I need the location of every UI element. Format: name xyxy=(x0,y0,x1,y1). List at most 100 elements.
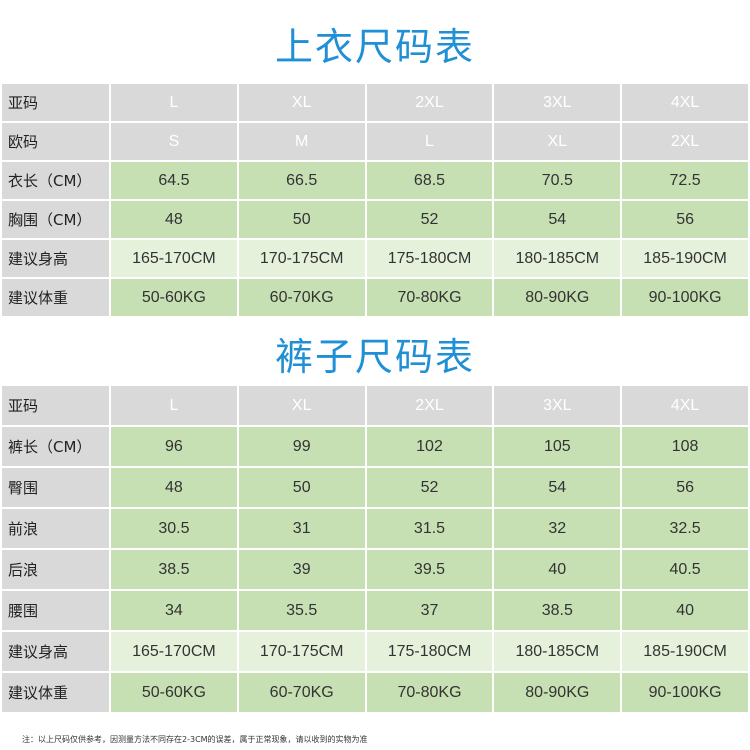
table-cell: M xyxy=(238,123,365,160)
table-cell: 3XL xyxy=(494,386,621,425)
table-row: 衣长（CM） 64.5 66.5 68.5 70.5 72.5 xyxy=(2,162,748,199)
table-cell: 50 xyxy=(238,201,365,238)
table-cell: 56 xyxy=(622,468,748,507)
table-cell: 54 xyxy=(494,201,621,238)
table-cell: 30.5 xyxy=(111,509,237,548)
table-cell: 68.5 xyxy=(366,162,493,199)
table-cell: 70-80KG xyxy=(366,673,493,712)
row-header: 裤长（CM） xyxy=(2,427,109,466)
table-cell: 165-170CM xyxy=(111,240,237,277)
table-cell: 165-170CM xyxy=(111,632,237,671)
table-cell: 50 xyxy=(238,468,365,507)
table-cell: 99 xyxy=(238,427,365,466)
table-cell: 32.5 xyxy=(622,509,748,548)
table-row: 建议体重 50-60KG 60-70KG 70-80KG 80-90KG 90-100KG xyxy=(2,673,748,712)
table-cell: 64.5 xyxy=(111,162,237,199)
table-cell: 56 xyxy=(622,201,748,238)
table-cell: 170-175CM xyxy=(238,240,365,277)
table-cell: L xyxy=(111,84,237,121)
row-header: 腰围 xyxy=(2,591,109,630)
row-header: 臀围 xyxy=(2,468,109,507)
table-cell: 40 xyxy=(494,550,621,589)
table-cell: 72.5 xyxy=(622,162,748,199)
table-cell: 4XL xyxy=(622,84,748,121)
table-cell: 90-100KG xyxy=(622,279,748,316)
table-cell: 52 xyxy=(366,201,493,238)
table-row: 前浪 30.5 31 31.5 32 32.5 xyxy=(2,509,748,548)
row-header: 胸围（CM） xyxy=(2,201,109,238)
table-cell: 39 xyxy=(238,550,365,589)
table-cell: 34 xyxy=(111,591,237,630)
row-header: 建议体重 xyxy=(2,673,109,712)
table-row: 臀围 48 50 52 54 56 xyxy=(2,468,748,507)
row-header: 前浪 xyxy=(2,509,109,548)
table-cell: 48 xyxy=(111,201,237,238)
table-cell: 54 xyxy=(494,468,621,507)
table-cell: 70-80KG xyxy=(366,279,493,316)
table-cell: XL xyxy=(494,123,621,160)
top-size-table-body: 亚码 L XL 2XL 3XL 4XL 欧码 S M L XL 2XL 衣长（CM） 64.5 66.5 68… xyxy=(2,84,748,316)
table-row: 腰围 34 35.5 37 38.5 40 xyxy=(2,591,748,630)
table-cell: L xyxy=(111,386,237,425)
row-header: 后浪 xyxy=(2,550,109,589)
table-cell: 60-70KG xyxy=(238,279,365,316)
row-header: 建议身高 xyxy=(2,632,109,671)
top-size-table: 亚码 L XL 2XL 3XL 4XL 欧码 S M L XL 2XL 衣长（CM） 64.5 66.5 68… xyxy=(0,82,750,318)
table-cell: 180-185CM xyxy=(494,632,621,671)
table-row: 建议身高 165-170CM 170-175CM 175-180CM 180-185CM… xyxy=(2,240,748,277)
row-header: 亚码 xyxy=(2,386,109,425)
table-cell: 102 xyxy=(366,427,493,466)
row-header: 欧码 xyxy=(2,123,109,160)
pants-size-table-body: 亚码 L XL 2XL 3XL 4XL 裤长（CM） 96 99 102 105 108 臀围 48 50 5… xyxy=(2,386,748,712)
table-cell: 3XL xyxy=(494,84,621,121)
top-size-chart-title: 上衣尺码表 xyxy=(274,25,475,69)
table-row: 建议身高 165-170CM 170-175CM 175-180CM 180-185CM… xyxy=(2,632,748,671)
table-cell: 60-70KG xyxy=(238,673,365,712)
table-row: 裤长（CM） 96 99 102 105 108 xyxy=(2,427,748,466)
table-cell: 108 xyxy=(622,427,748,466)
table-cell: 2XL xyxy=(622,123,748,160)
pants-size-table: 亚码 L XL 2XL 3XL 4XL 裤长（CM） 96 99 102 105 108 臀围 48 50 5… xyxy=(0,384,750,714)
table-cell: 170-175CM xyxy=(238,632,365,671)
table-cell: 37 xyxy=(366,591,493,630)
pants-size-chart-title: 裤子尺码表 xyxy=(274,335,475,379)
table-cell: 185-190CM xyxy=(622,632,748,671)
table-row: 胸围（CM） 48 50 52 54 56 xyxy=(2,201,748,238)
table-cell: XL xyxy=(238,386,365,425)
row-header: 衣长（CM） xyxy=(2,162,109,199)
table-cell: 66.5 xyxy=(238,162,365,199)
table-cell: 38.5 xyxy=(494,591,621,630)
table-row: 亚码 L XL 2XL 3XL 4XL xyxy=(2,84,748,121)
row-header: 建议身高 xyxy=(2,240,109,277)
table-cell: 105 xyxy=(494,427,621,466)
table-cell: S xyxy=(111,123,237,160)
table-row: 欧码 S M L XL 2XL xyxy=(2,123,748,160)
table-row: 亚码 L XL 2XL 3XL 4XL xyxy=(2,386,748,425)
table-cell: 52 xyxy=(366,468,493,507)
table-row: 后浪 38.5 39 39.5 40 40.5 xyxy=(2,550,748,589)
table-cell: 50-60KG xyxy=(111,279,237,316)
row-header: 亚码 xyxy=(2,84,109,121)
size-note: 注：以上尺码仅供参考，因测量方法不同存在2-3CM的误差，属于正常现象，请以收到… xyxy=(22,735,368,744)
table-cell: 180-185CM xyxy=(494,240,621,277)
table-cell: 40 xyxy=(622,591,748,630)
table-cell: L xyxy=(366,123,493,160)
table-cell: 175-180CM xyxy=(366,632,493,671)
table-row: 建议体重 50-60KG 60-70KG 70-80KG 80-90KG 90-100KG xyxy=(2,279,748,316)
table-cell: 4XL xyxy=(622,386,748,425)
table-cell: 70.5 xyxy=(494,162,621,199)
table-cell: 185-190CM xyxy=(622,240,748,277)
table-cell: 2XL xyxy=(366,84,493,121)
table-cell: 31 xyxy=(238,509,365,548)
table-cell: 32 xyxy=(494,509,621,548)
table-cell: 39.5 xyxy=(366,550,493,589)
table-cell: 35.5 xyxy=(238,591,365,630)
table-cell: 80-90KG xyxy=(494,279,621,316)
row-header: 建议体重 xyxy=(2,279,109,316)
table-cell: 96 xyxy=(111,427,237,466)
table-cell: 90-100KG xyxy=(622,673,748,712)
table-cell: XL xyxy=(238,84,365,121)
table-cell: 31.5 xyxy=(366,509,493,548)
table-cell: 2XL xyxy=(366,386,493,425)
table-cell: 80-90KG xyxy=(494,673,621,712)
